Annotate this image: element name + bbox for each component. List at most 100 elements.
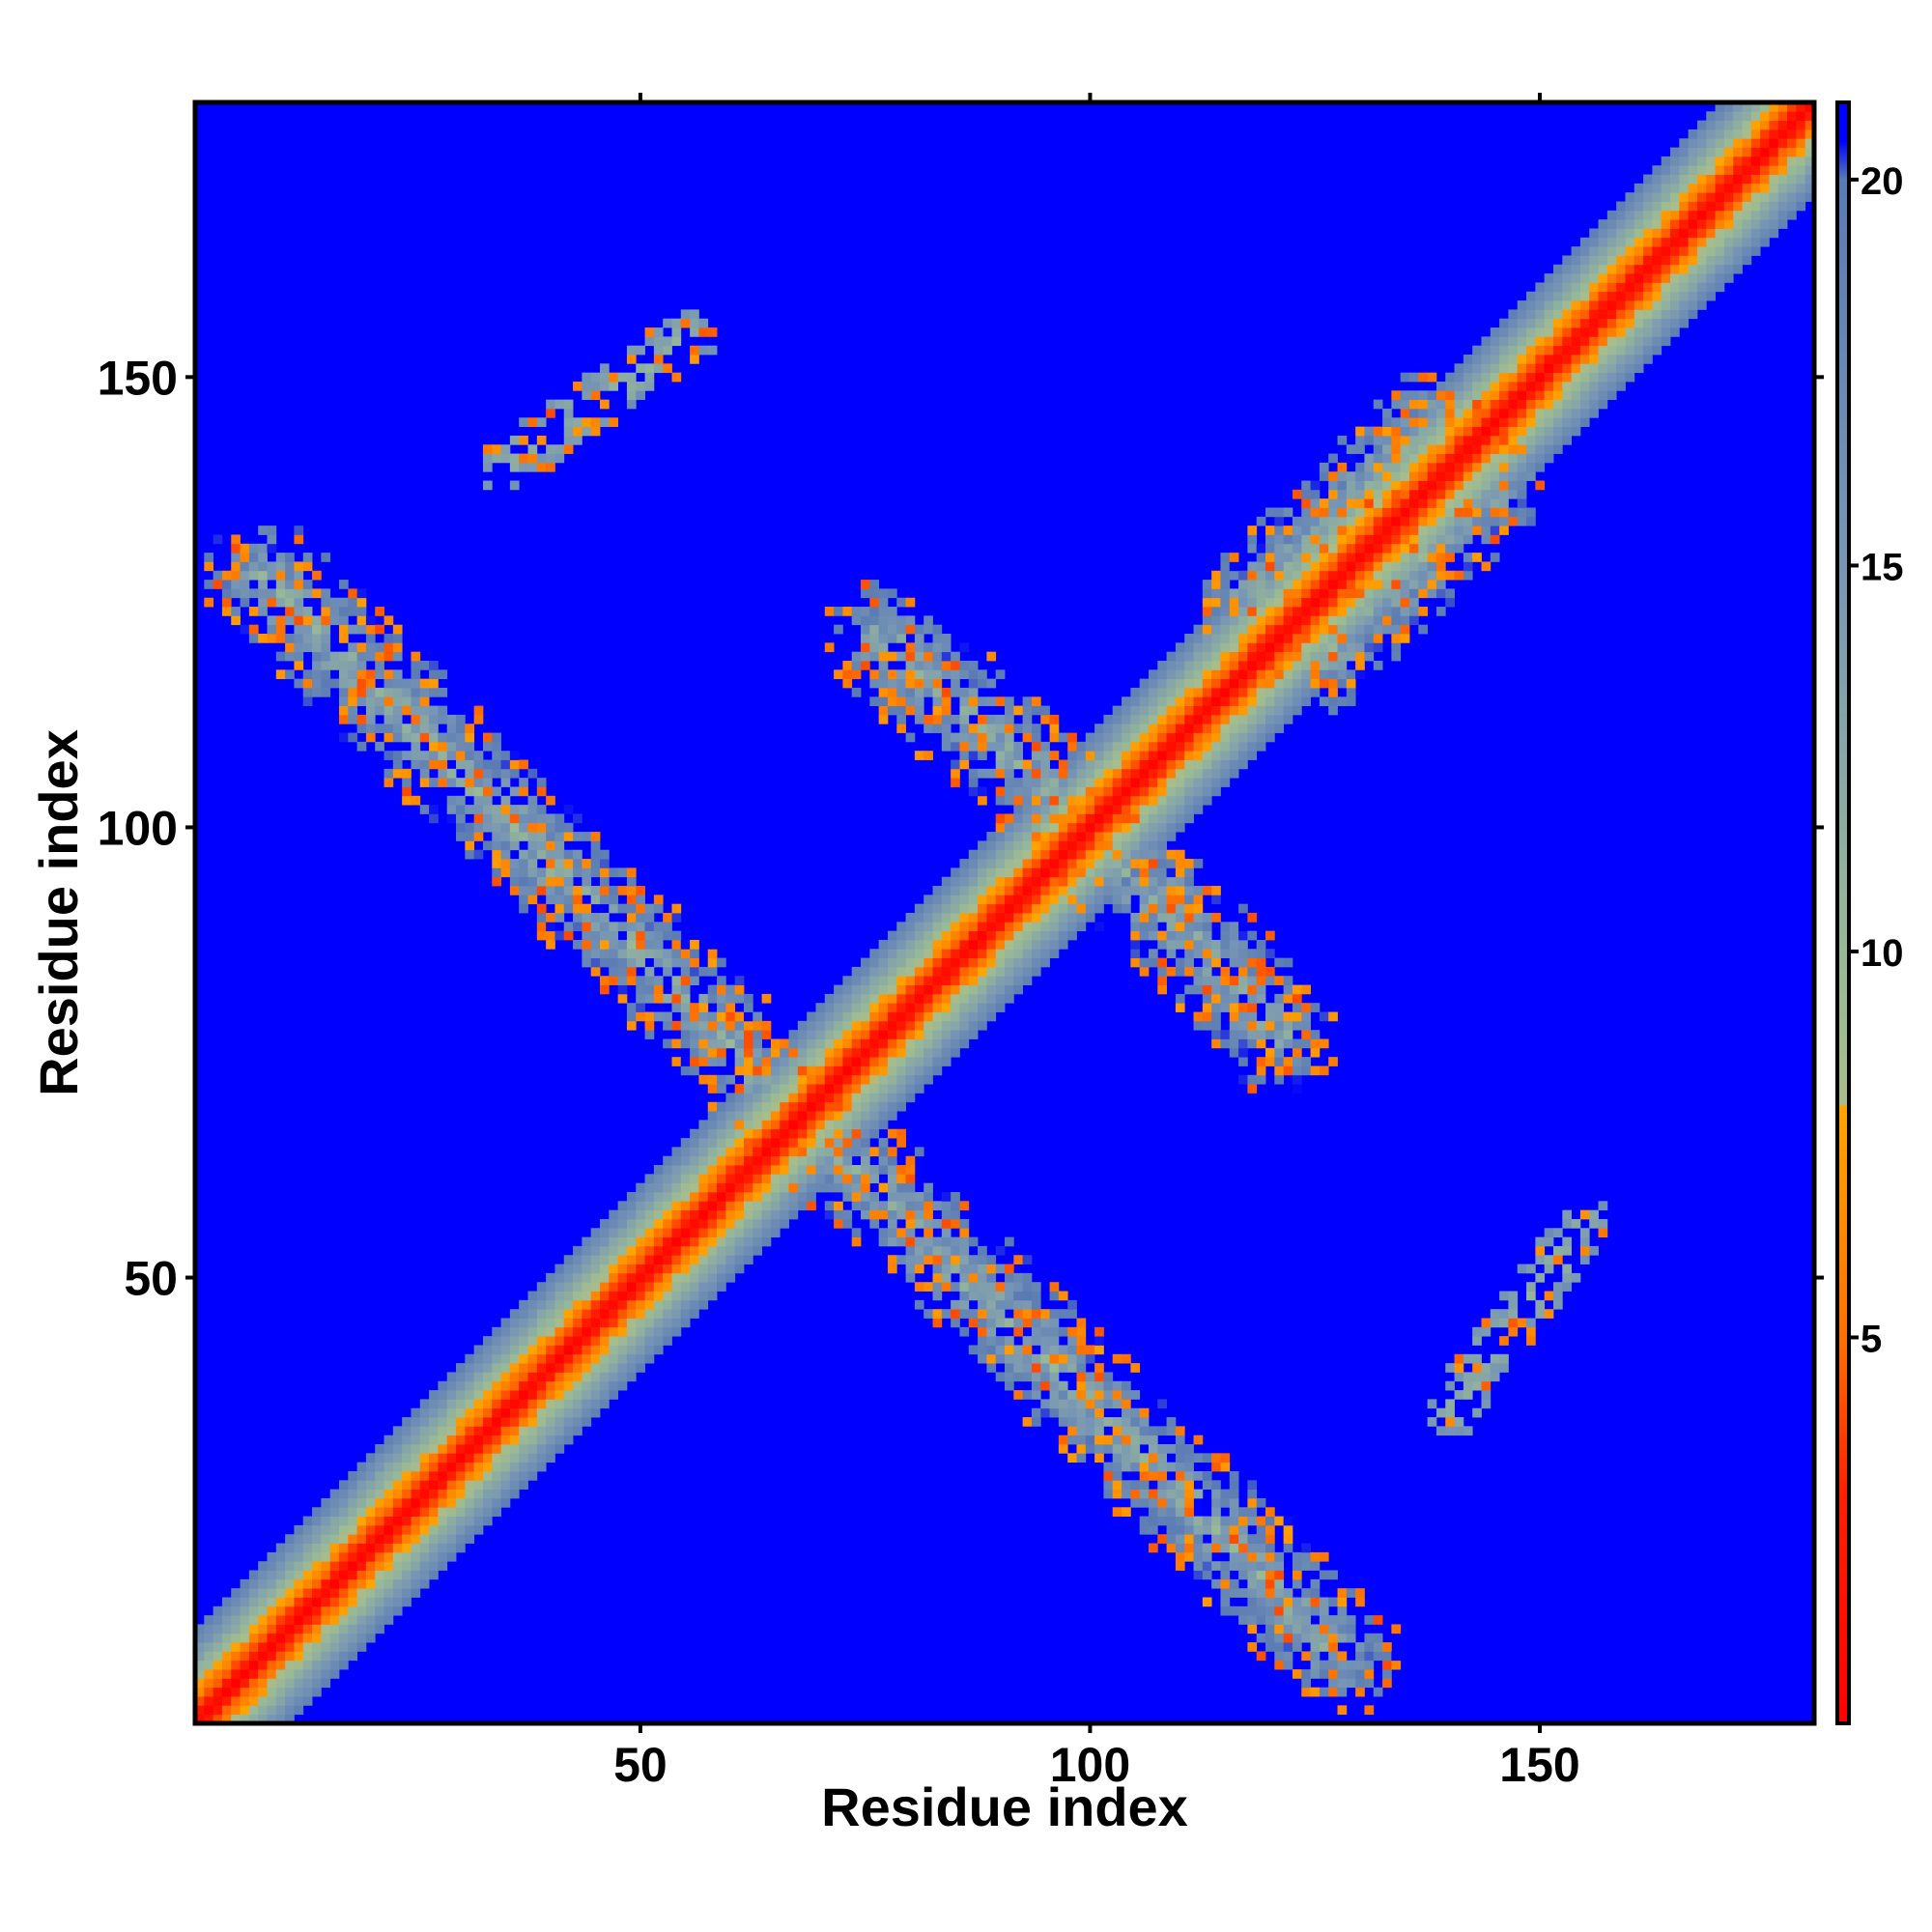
heatmap-cell <box>1139 1407 1150 1418</box>
heatmap-cell <box>1005 1291 1014 1301</box>
heatmap-cell <box>1346 507 1356 518</box>
heatmap-cell <box>1157 903 1167 914</box>
heatmap-cell <box>375 1588 384 1598</box>
heatmap-cell <box>959 669 970 680</box>
heatmap-cell <box>698 1228 709 1237</box>
heatmap-cell <box>411 1417 421 1427</box>
heatmap-cell <box>482 1399 493 1409</box>
heatmap-cell <box>554 1299 565 1310</box>
heatmap-cell <box>1148 822 1158 833</box>
heatmap-cell <box>446 805 457 814</box>
heatmap-cell <box>824 1165 835 1175</box>
heatmap-cell <box>1310 687 1321 697</box>
heatmap-cell <box>438 1399 448 1409</box>
heatmap-cell <box>536 1462 547 1472</box>
heatmap-cell <box>1175 822 1185 833</box>
heatmap-cell <box>636 1255 645 1264</box>
heatmap-cell <box>932 1282 943 1292</box>
heatmap-cell <box>519 849 528 860</box>
heatmap-cell <box>653 1318 664 1328</box>
heatmap-cell <box>1094 1444 1104 1454</box>
heatmap-cell <box>824 1120 835 1130</box>
heatmap-cell <box>1373 580 1383 589</box>
heatmap-cell <box>1229 1543 1239 1553</box>
heatmap-cell <box>1301 615 1311 626</box>
heatmap-cell <box>815 1165 826 1175</box>
heatmap-cell <box>275 561 286 572</box>
heatmap-cell <box>1005 1282 1014 1292</box>
heatmap-cell <box>1211 687 1221 697</box>
heatmap-cell <box>995 903 1006 914</box>
heatmap-cell <box>500 1497 511 1508</box>
heatmap-cell <box>275 1669 286 1679</box>
heatmap-cell <box>573 435 582 445</box>
heatmap-cell <box>473 1399 484 1409</box>
heatmap-cell <box>734 976 745 985</box>
heatmap-cell <box>356 1551 367 1562</box>
heatmap-cell <box>392 1551 403 1562</box>
heatmap-cell <box>1346 543 1356 554</box>
heatmap-cell <box>1148 669 1158 680</box>
heatmap-cell <box>546 444 555 454</box>
heatmap-cell <box>419 732 430 743</box>
heatmap-cell <box>725 1093 736 1103</box>
heatmap-cell <box>1283 687 1293 697</box>
heatmap-cell <box>1184 724 1194 733</box>
heatmap-cell <box>384 1543 394 1553</box>
heatmap-cell <box>671 1299 682 1310</box>
heatmap-cell <box>546 1299 555 1310</box>
heatmap-cell <box>1400 372 1410 383</box>
heatmap-cell <box>690 1299 699 1310</box>
heatmap-cell <box>1283 526 1293 535</box>
heatmap-cell <box>195 1714 205 1724</box>
heatmap-cell <box>707 1084 718 1094</box>
heatmap-cell <box>446 1435 457 1445</box>
heatmap-cell <box>267 570 277 581</box>
heatmap-cell <box>1337 570 1348 581</box>
heatmap-cell <box>419 724 430 733</box>
heatmap-cell <box>834 1174 843 1184</box>
heatmap-cell <box>923 993 933 1004</box>
heatmap-cell <box>275 1705 286 1716</box>
heatmap-cell <box>1229 705 1239 716</box>
heatmap-cell <box>590 1318 601 1328</box>
heatmap-cell <box>1265 1578 1275 1589</box>
heatmap-cell <box>617 993 628 1004</box>
heatmap-cell <box>582 886 592 895</box>
heatmap-cell <box>465 751 475 760</box>
heatmap-cell <box>1122 1462 1131 1472</box>
heatmap-cell <box>240 1651 250 1662</box>
heatmap-cell <box>1337 526 1348 535</box>
heatmap-cell <box>680 1030 691 1039</box>
heatmap-cell <box>1247 1588 1258 1598</box>
heatmap-cell <box>1013 1353 1024 1364</box>
heatmap-cell <box>392 651 403 662</box>
heatmap-cell <box>1013 795 1024 806</box>
heatmap-cell <box>1031 1417 1041 1427</box>
heatmap-cell <box>1005 895 1014 905</box>
heatmap-cell <box>285 1687 295 1697</box>
heatmap-cell <box>1391 561 1402 572</box>
heatmap-cell <box>932 1218 943 1229</box>
heatmap-cell <box>1076 886 1087 895</box>
heatmap-cell <box>905 1201 916 1211</box>
heatmap-cell <box>519 1407 528 1418</box>
heatmap-cell <box>600 886 610 895</box>
heatmap-cell <box>896 1030 906 1039</box>
heatmap-cell <box>1184 687 1194 697</box>
heatmap-cell <box>1112 886 1122 895</box>
heatmap-cell <box>734 1101 745 1112</box>
heatmap-cell <box>275 588 286 599</box>
heatmap-cell <box>878 634 889 643</box>
heatmap-cell <box>573 886 582 895</box>
heatmap-cell <box>465 768 475 779</box>
heatmap-cell <box>258 1624 268 1634</box>
heatmap-cell <box>609 1309 619 1319</box>
heatmap-cell <box>509 876 520 887</box>
heatmap-cell <box>392 1534 403 1544</box>
heatmap-cell <box>1346 1588 1356 1598</box>
heatmap-cell <box>365 1543 376 1553</box>
heatmap-cell <box>546 939 555 950</box>
heatmap-cell <box>725 1003 736 1012</box>
heatmap-cell <box>411 1570 421 1580</box>
